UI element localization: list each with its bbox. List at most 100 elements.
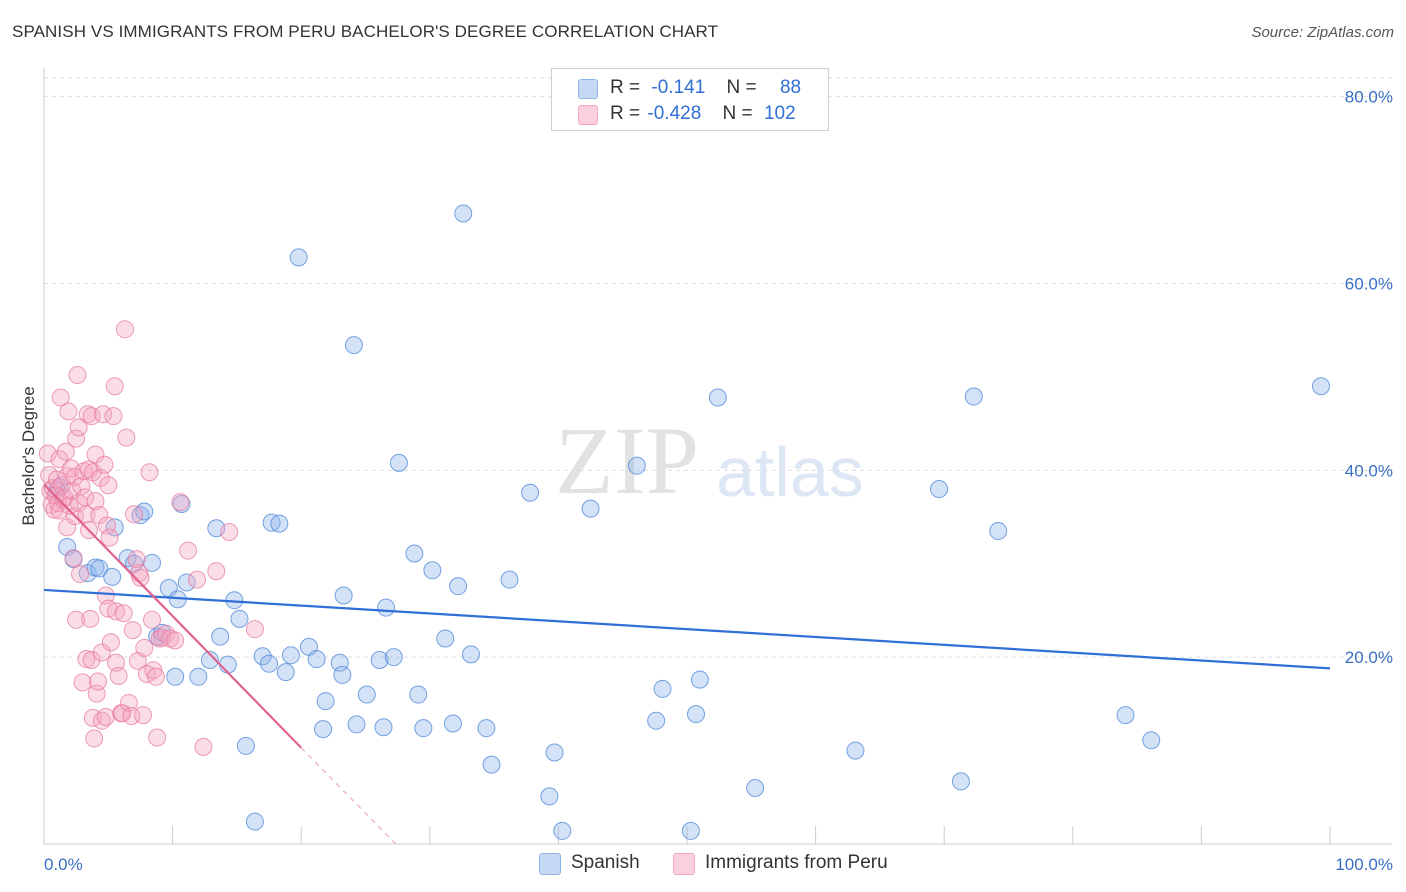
bottom-legend-label-spanish: Spanish [571, 852, 640, 873]
grid-lines [44, 77, 1392, 658]
point-spanish [289, 248, 308, 267]
point-spanish [314, 720, 333, 739]
point-peru [128, 651, 147, 670]
point-peru [65, 467, 84, 486]
point-peru [107, 602, 126, 621]
point-peru [146, 667, 165, 686]
point-peru [100, 528, 119, 547]
point-spanish [482, 755, 501, 774]
trend-line-spanish [43, 588, 1331, 670]
point-spanish [930, 480, 949, 499]
point-peru [89, 672, 108, 691]
point-spanish [189, 667, 208, 686]
point-spanish [540, 787, 559, 806]
point-peru [134, 706, 153, 725]
point-peru [143, 610, 162, 629]
point-spanish [276, 663, 295, 682]
point-peru [140, 463, 159, 482]
point-spanish [708, 388, 727, 407]
point-spanish [90, 559, 109, 578]
x-tick-label: 0.0% [44, 855, 83, 874]
point-spanish [989, 522, 1008, 541]
axes [43, 68, 1392, 845]
point-spanish [687, 705, 706, 724]
point-spanish [443, 714, 462, 733]
point-spanish [581, 499, 600, 518]
point-spanish [1142, 731, 1161, 750]
point-spanish [964, 387, 983, 406]
point-peru [73, 673, 92, 692]
point-spanish [218, 655, 237, 674]
point-spanish [500, 570, 519, 589]
trend-line-peru-extension [300, 747, 399, 847]
point-peru [68, 366, 87, 385]
point-spanish [653, 679, 672, 698]
point-spanish [377, 598, 396, 617]
point-peru [56, 442, 75, 461]
point-peru [125, 505, 144, 524]
bottom-legend-swatch-spanish [539, 853, 561, 875]
point-peru [72, 477, 91, 496]
legend-n-value: 88 [779, 77, 802, 98]
point-peru [47, 470, 66, 489]
point-peru [77, 505, 96, 524]
point-peru [194, 737, 213, 756]
point-peru [82, 407, 101, 426]
point-spanish [143, 553, 162, 572]
legend-r-value: -0.428 [647, 103, 702, 124]
tick-labels: Bachelor's Degree 20.0% 40.0% 60.0% 80.0% 0.0… [19, 88, 1393, 874]
point-peru [166, 631, 185, 650]
point-peru [67, 429, 86, 448]
point-peru [67, 610, 86, 629]
point-spanish [746, 778, 765, 797]
series-spanish-points [47, 204, 1330, 840]
point-spanish [553, 821, 572, 840]
point-peru [245, 620, 264, 639]
legend-r-label: R = [610, 77, 641, 98]
watermark-atlas: atlas [716, 433, 864, 511]
point-spanish [681, 821, 700, 840]
point-spanish [384, 648, 403, 667]
point-spanish [316, 692, 335, 711]
legend-n-label: N = [722, 103, 753, 124]
point-peru [64, 549, 83, 568]
y-tick-label: 40.0% [1345, 461, 1393, 480]
legend-n-label: N = [726, 77, 757, 98]
point-spanish [521, 483, 540, 502]
point-spanish [1116, 706, 1135, 725]
point-peru [148, 728, 167, 747]
point-peru [99, 476, 118, 495]
point-spanish [262, 513, 281, 532]
bottom-legend-swatch-peru [673, 853, 695, 875]
point-spanish [357, 685, 376, 704]
point-peru [81, 609, 100, 628]
point-peru [86, 445, 105, 464]
point-spanish [253, 647, 272, 666]
point-spanish [454, 204, 473, 223]
point-spanish [627, 456, 646, 475]
bottom-legend-label-peru: Immigrants from Peru [705, 852, 888, 873]
point-spanish [461, 645, 480, 664]
y-tick-label: 20.0% [1345, 648, 1393, 667]
point-spanish [166, 667, 185, 686]
point-peru [69, 418, 88, 437]
point-spanish [135, 502, 154, 521]
point-peru [105, 377, 124, 396]
source-label: Source: ZipAtlas.com [1251, 24, 1394, 41]
point-spanish [270, 514, 289, 533]
point-peru [104, 407, 123, 426]
point-spanish [370, 650, 389, 669]
point-peru [85, 729, 104, 748]
point-spanish [436, 629, 455, 648]
legend-swatch-spanish [578, 79, 598, 99]
point-spanish [281, 646, 300, 665]
point-spanish [245, 812, 264, 831]
y-tick-label: 80.0% [1345, 88, 1393, 107]
point-spanish [1311, 377, 1330, 396]
point-peru [95, 455, 114, 474]
legend-n-value: 102 [763, 103, 796, 124]
point-peru [123, 621, 142, 640]
point-peru [77, 650, 96, 669]
point-spanish [260, 654, 279, 673]
